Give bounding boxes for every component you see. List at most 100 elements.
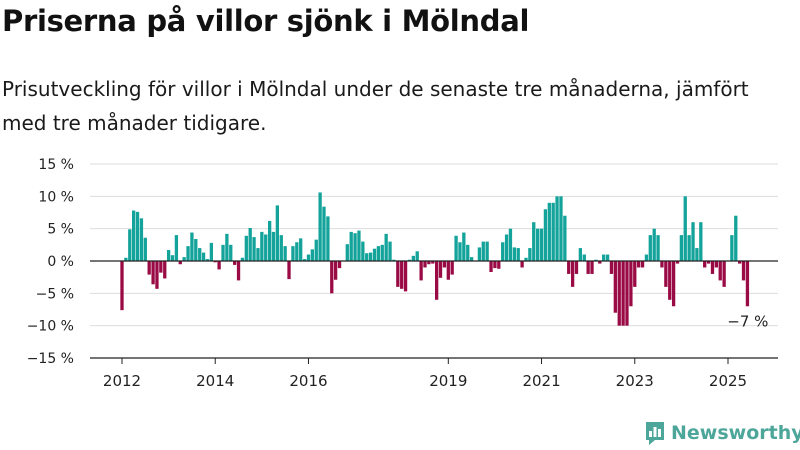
bar — [240, 257, 245, 261]
bar — [236, 261, 241, 281]
bar — [299, 238, 303, 261]
bar — [427, 261, 431, 265]
bar — [493, 261, 497, 269]
bar — [198, 248, 202, 261]
bar — [264, 234, 268, 261]
bar — [730, 235, 734, 261]
bar — [532, 222, 536, 261]
bar — [349, 231, 353, 261]
bar — [582, 254, 586, 261]
bar — [194, 239, 198, 261]
y-tick-label: −5 % — [36, 286, 74, 302]
bar — [559, 196, 563, 261]
bar — [516, 248, 520, 261]
bar — [462, 232, 466, 261]
bar — [135, 211, 140, 261]
bar — [368, 252, 373, 261]
bar — [738, 261, 742, 264]
bar — [248, 228, 252, 261]
bar — [252, 237, 256, 261]
bar — [419, 261, 423, 281]
bars — [120, 192, 750, 326]
bar — [205, 259, 210, 261]
bar — [380, 244, 384, 261]
bar — [454, 235, 458, 261]
bar — [706, 261, 711, 264]
bar — [660, 261, 664, 268]
bar — [403, 261, 408, 292]
bar — [213, 261, 217, 263]
bar — [411, 255, 415, 261]
y-axis-tick-labels: 15 % 10 % 5 % 0 % −5 % −10 % −15 % — [27, 157, 74, 367]
bar — [508, 228, 513, 261]
bar — [450, 261, 454, 275]
x-tick-label: 2016 — [289, 372, 327, 390]
bar — [528, 248, 532, 261]
bar — [633, 261, 637, 287]
bar — [458, 242, 462, 261]
bar — [524, 257, 528, 261]
bar — [182, 257, 186, 261]
bar — [345, 244, 349, 261]
bar — [302, 259, 307, 261]
bar — [372, 248, 377, 261]
bar — [357, 230, 361, 261]
bar — [644, 254, 649, 261]
y-tick-label: 15 % — [38, 157, 74, 173]
bar — [260, 231, 264, 261]
bar — [543, 209, 548, 261]
bar — [400, 261, 404, 289]
bar — [590, 261, 594, 274]
bar — [415, 251, 419, 261]
brand-name: Newsworthy — [671, 422, 800, 444]
bar — [489, 261, 493, 272]
bar — [617, 261, 621, 326]
bar — [365, 253, 369, 261]
bar — [695, 248, 699, 261]
x-tick-label: 2019 — [429, 372, 467, 390]
x-tick-label: 2025 — [709, 372, 747, 390]
bar — [287, 261, 291, 280]
x-axis-tick-labels: 2012 2014 2016 2019 2021 2023 2025 — [103, 372, 747, 390]
bar — [504, 234, 509, 261]
bar — [594, 259, 598, 261]
bar — [396, 261, 400, 287]
bar — [330, 261, 334, 294]
bar — [609, 261, 614, 274]
bar — [271, 231, 276, 261]
bar — [151, 261, 155, 285]
bar — [124, 257, 128, 261]
bar — [722, 261, 726, 287]
bar — [225, 233, 229, 261]
bar — [295, 242, 299, 261]
bar — [547, 202, 551, 261]
newsworthy-logo-icon — [646, 422, 664, 445]
bar — [267, 220, 272, 261]
bar — [174, 235, 179, 261]
bar — [310, 249, 314, 261]
bar — [691, 222, 695, 261]
bar — [392, 259, 396, 261]
bar — [275, 205, 280, 261]
chart-title: Priserna på villor sjönk i Mölndal — [2, 4, 530, 38]
bar — [256, 248, 260, 261]
bar — [551, 202, 555, 261]
bar — [438, 261, 443, 278]
bar — [388, 241, 392, 261]
bar — [333, 261, 338, 280]
bar — [699, 222, 703, 261]
bar — [567, 261, 571, 274]
bar — [671, 261, 676, 307]
bar — [155, 261, 159, 289]
bar — [734, 215, 738, 261]
bar — [469, 257, 474, 261]
bar — [477, 247, 482, 261]
bar — [233, 261, 237, 265]
bar — [139, 218, 144, 261]
bar — [586, 261, 590, 274]
bar — [221, 244, 225, 261]
bar — [741, 261, 746, 281]
bar — [683, 196, 687, 261]
bar — [605, 254, 610, 261]
bar — [598, 261, 602, 264]
